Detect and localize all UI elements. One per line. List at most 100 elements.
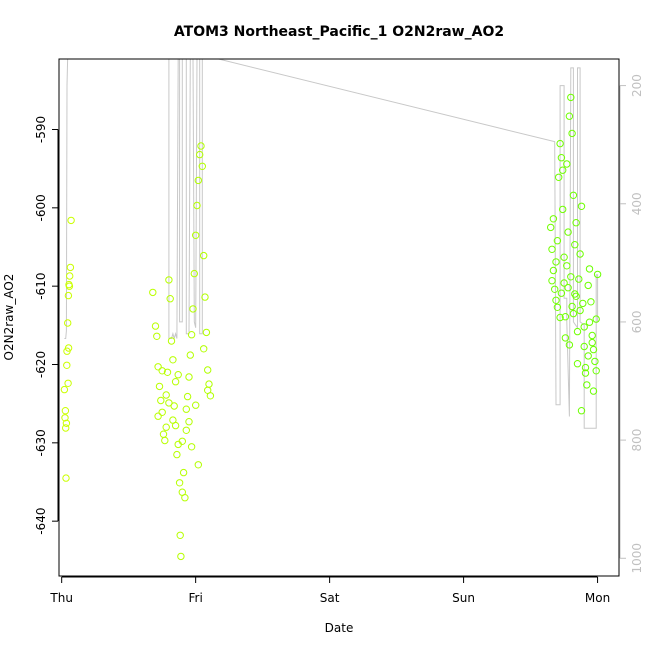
data-point [563,262,571,270]
data-point [569,309,578,318]
data-point [564,284,572,292]
data-point [200,251,208,260]
data-point [64,379,72,387]
data-point [153,332,161,340]
data-point [553,303,562,311]
data-point [185,418,193,426]
data-point [564,228,572,236]
y-tick-label: -610 [34,273,48,300]
data-point [179,468,188,477]
data-point [549,215,558,223]
data-point [174,371,182,379]
data-point [563,160,571,168]
data-point [571,290,579,298]
data-point [593,270,602,279]
chart-title: ATOM3 Northeast_Pacific_1 O2N2raw_AO2 [174,24,504,40]
y-tick-label: -630 [34,429,48,456]
data-point [573,327,582,336]
data-point [182,426,191,434]
data-point [588,338,596,347]
data-point [181,494,189,502]
data-point [555,173,563,182]
data-point [165,276,173,284]
data-point [592,367,600,375]
data-point [65,282,74,290]
data-point [567,273,575,281]
data-point [587,298,595,306]
data-point [154,412,162,420]
data-point [155,382,164,391]
depth-tick-label: 600 [630,310,644,333]
depth-tick-label: 200 [630,74,644,97]
data-point [589,387,598,395]
data-point [559,166,567,174]
data-point [187,331,196,339]
data-point [559,205,567,214]
data-point [547,223,555,232]
data-point [553,237,562,245]
data-point [204,366,212,374]
y-axis-label: O2N2raw_AO2 [2,274,16,361]
data-point [577,202,586,211]
data-point [557,289,566,297]
data-point [193,201,201,210]
data-point [201,293,209,301]
data-point [171,378,180,386]
x-tick-label: Sat [320,591,340,605]
data-point [583,381,591,389]
data-point [154,363,162,371]
data-point [173,450,181,459]
data-point [569,191,578,200]
data-point [549,266,558,275]
data-point [175,479,184,487]
data-point [167,337,176,345]
plot-frame [58,58,620,577]
data-point [66,263,75,272]
data-point [170,402,178,410]
data-point [62,419,71,427]
depth-tick-label: 1000 [630,543,644,574]
data-point [159,430,168,438]
data-point [584,352,592,360]
data-point [165,399,173,407]
data-point [189,305,197,313]
data-point [548,277,556,285]
data-point [585,265,594,273]
data-point [64,344,73,352]
data-point [568,302,576,311]
data-point [194,176,203,185]
data-point [202,328,211,337]
data-point [575,275,583,283]
data-point [552,296,560,304]
data-point [552,258,560,266]
data-point [178,437,187,445]
data-point [185,373,193,381]
data-point [149,288,157,297]
data-point [576,250,584,258]
data-point [60,385,69,394]
data-point [192,231,200,240]
data-point [204,386,212,394]
data-point [573,360,582,368]
x-tick-label: Mon [585,591,610,605]
data-point [169,356,177,364]
data-point [568,129,576,138]
data-point [169,416,177,424]
data-point [581,369,590,377]
data-point [61,424,70,432]
data-point [557,154,566,162]
data-point [194,461,203,469]
data-point [192,401,200,409]
data-point [567,93,575,102]
data-point [67,216,75,225]
data-point [66,272,74,280]
data-point [565,112,574,120]
data-point [591,357,599,366]
data-point [183,392,192,401]
data-point [157,396,165,405]
data-point [64,319,72,327]
data-point [63,361,71,369]
x-tick-label: Sun [452,591,475,605]
depth-series-line [64,59,599,429]
